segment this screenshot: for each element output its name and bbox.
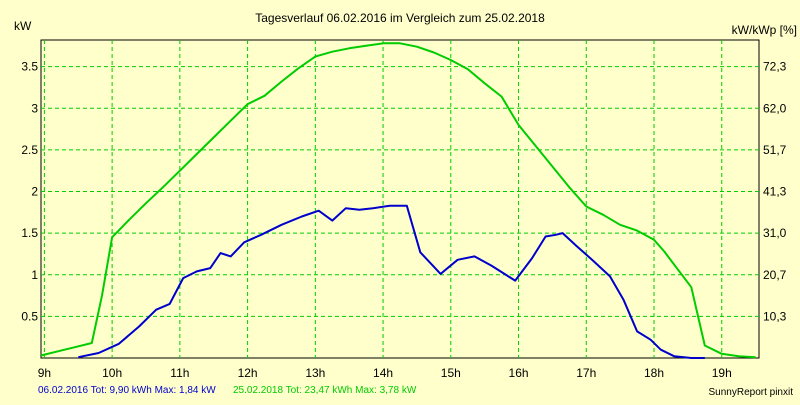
- x-tick-label: 17h: [576, 366, 596, 380]
- y-tick-label-left: 2: [31, 185, 38, 199]
- y-tick-label-left: 1: [31, 268, 38, 282]
- y-axis-label-right: kW/kWp [%]: [732, 23, 797, 37]
- y-tick-label-left: 0.5: [21, 309, 38, 323]
- legend-series-2016: 06.02.2016 Tot: 9,90 kWh Max: 1,84 kW: [38, 385, 216, 396]
- y-axis-label-left: kW: [14, 19, 32, 33]
- legend-series-2018: 25.02.2018 Tot: 23,47 kWh Max: 3,78 kW: [233, 385, 417, 396]
- x-tick-label: 19h: [712, 366, 732, 380]
- x-tick-label: 14h: [373, 366, 393, 380]
- y-tick-label-right: 20,7: [763, 268, 787, 282]
- x-tick-label: 11h: [170, 366, 189, 380]
- y-tick-label-left: 2.5: [21, 143, 38, 157]
- x-tick-label: 16h: [509, 366, 529, 380]
- plot-area: [40, 39, 760, 359]
- y-tick-label-right: 41,3: [763, 185, 787, 199]
- x-tick-label: 9h: [38, 366, 51, 380]
- y-tick-label-left: 3: [31, 101, 38, 115]
- x-tick-label: 13h: [305, 366, 325, 380]
- x-tick-label: 15h: [441, 366, 461, 380]
- y-tick-label-right: 72,3: [763, 60, 787, 74]
- credit-text: SunnyReport pinxit: [709, 387, 794, 398]
- y-tick-label-left: 3.5: [21, 60, 38, 74]
- y-tick-label-right: 31,0: [763, 226, 787, 240]
- x-tick-label: 18h: [644, 366, 664, 380]
- y-tick-label-left: 1.5: [21, 226, 38, 240]
- chart-title: Tagesverlauf 06.02.2016 im Vergleich zum…: [255, 11, 545, 25]
- x-tick-label: 10h: [102, 366, 122, 380]
- y-tick-label-right: 62,0: [763, 101, 787, 115]
- y-tick-label-right: 10,3: [763, 309, 787, 323]
- series-line-2016: [78, 204, 705, 359]
- y-tick-label-right: 51,7: [763, 143, 787, 157]
- series-line-2018: [40, 42, 756, 359]
- x-tick-label: 12h: [238, 366, 258, 380]
